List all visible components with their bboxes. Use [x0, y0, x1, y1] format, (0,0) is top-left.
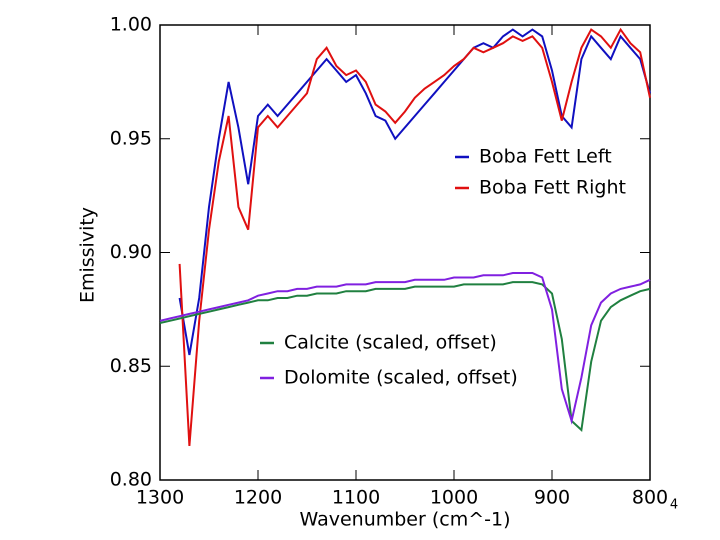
- x-tick-label: 1100: [332, 487, 380, 509]
- x-axis-label: Wavenumber (cm^-1): [300, 509, 511, 531]
- x-tick-label: 800: [632, 487, 668, 509]
- x-tick-label: 900: [534, 487, 570, 509]
- legend-label: Boba Fett Right: [479, 177, 626, 199]
- page-number: 4: [670, 498, 678, 513]
- legend-label: Boba Fett Left: [479, 146, 612, 168]
- y-tick-label: 0.85: [110, 355, 152, 377]
- series-line: [159, 281, 651, 433]
- x-tick-label: 1000: [430, 487, 478, 509]
- series-line: [178, 27, 651, 446]
- series-line: [178, 28, 651, 356]
- y-axis-label: Emissivity: [77, 207, 99, 303]
- x-tick-label: 1300: [136, 487, 184, 509]
- y-tick-label: 0.90: [110, 241, 152, 263]
- series-line: [159, 272, 651, 425]
- legend-label: Calcite (scaled, offset): [284, 332, 497, 354]
- y-tick-label: 0.80: [110, 469, 152, 491]
- x-tick-label: 1200: [234, 487, 282, 509]
- y-tick-label: 1.00: [110, 14, 152, 36]
- legend-label: Dolomite (scaled, offset): [284, 367, 518, 389]
- y-tick-label: 0.95: [110, 127, 152, 149]
